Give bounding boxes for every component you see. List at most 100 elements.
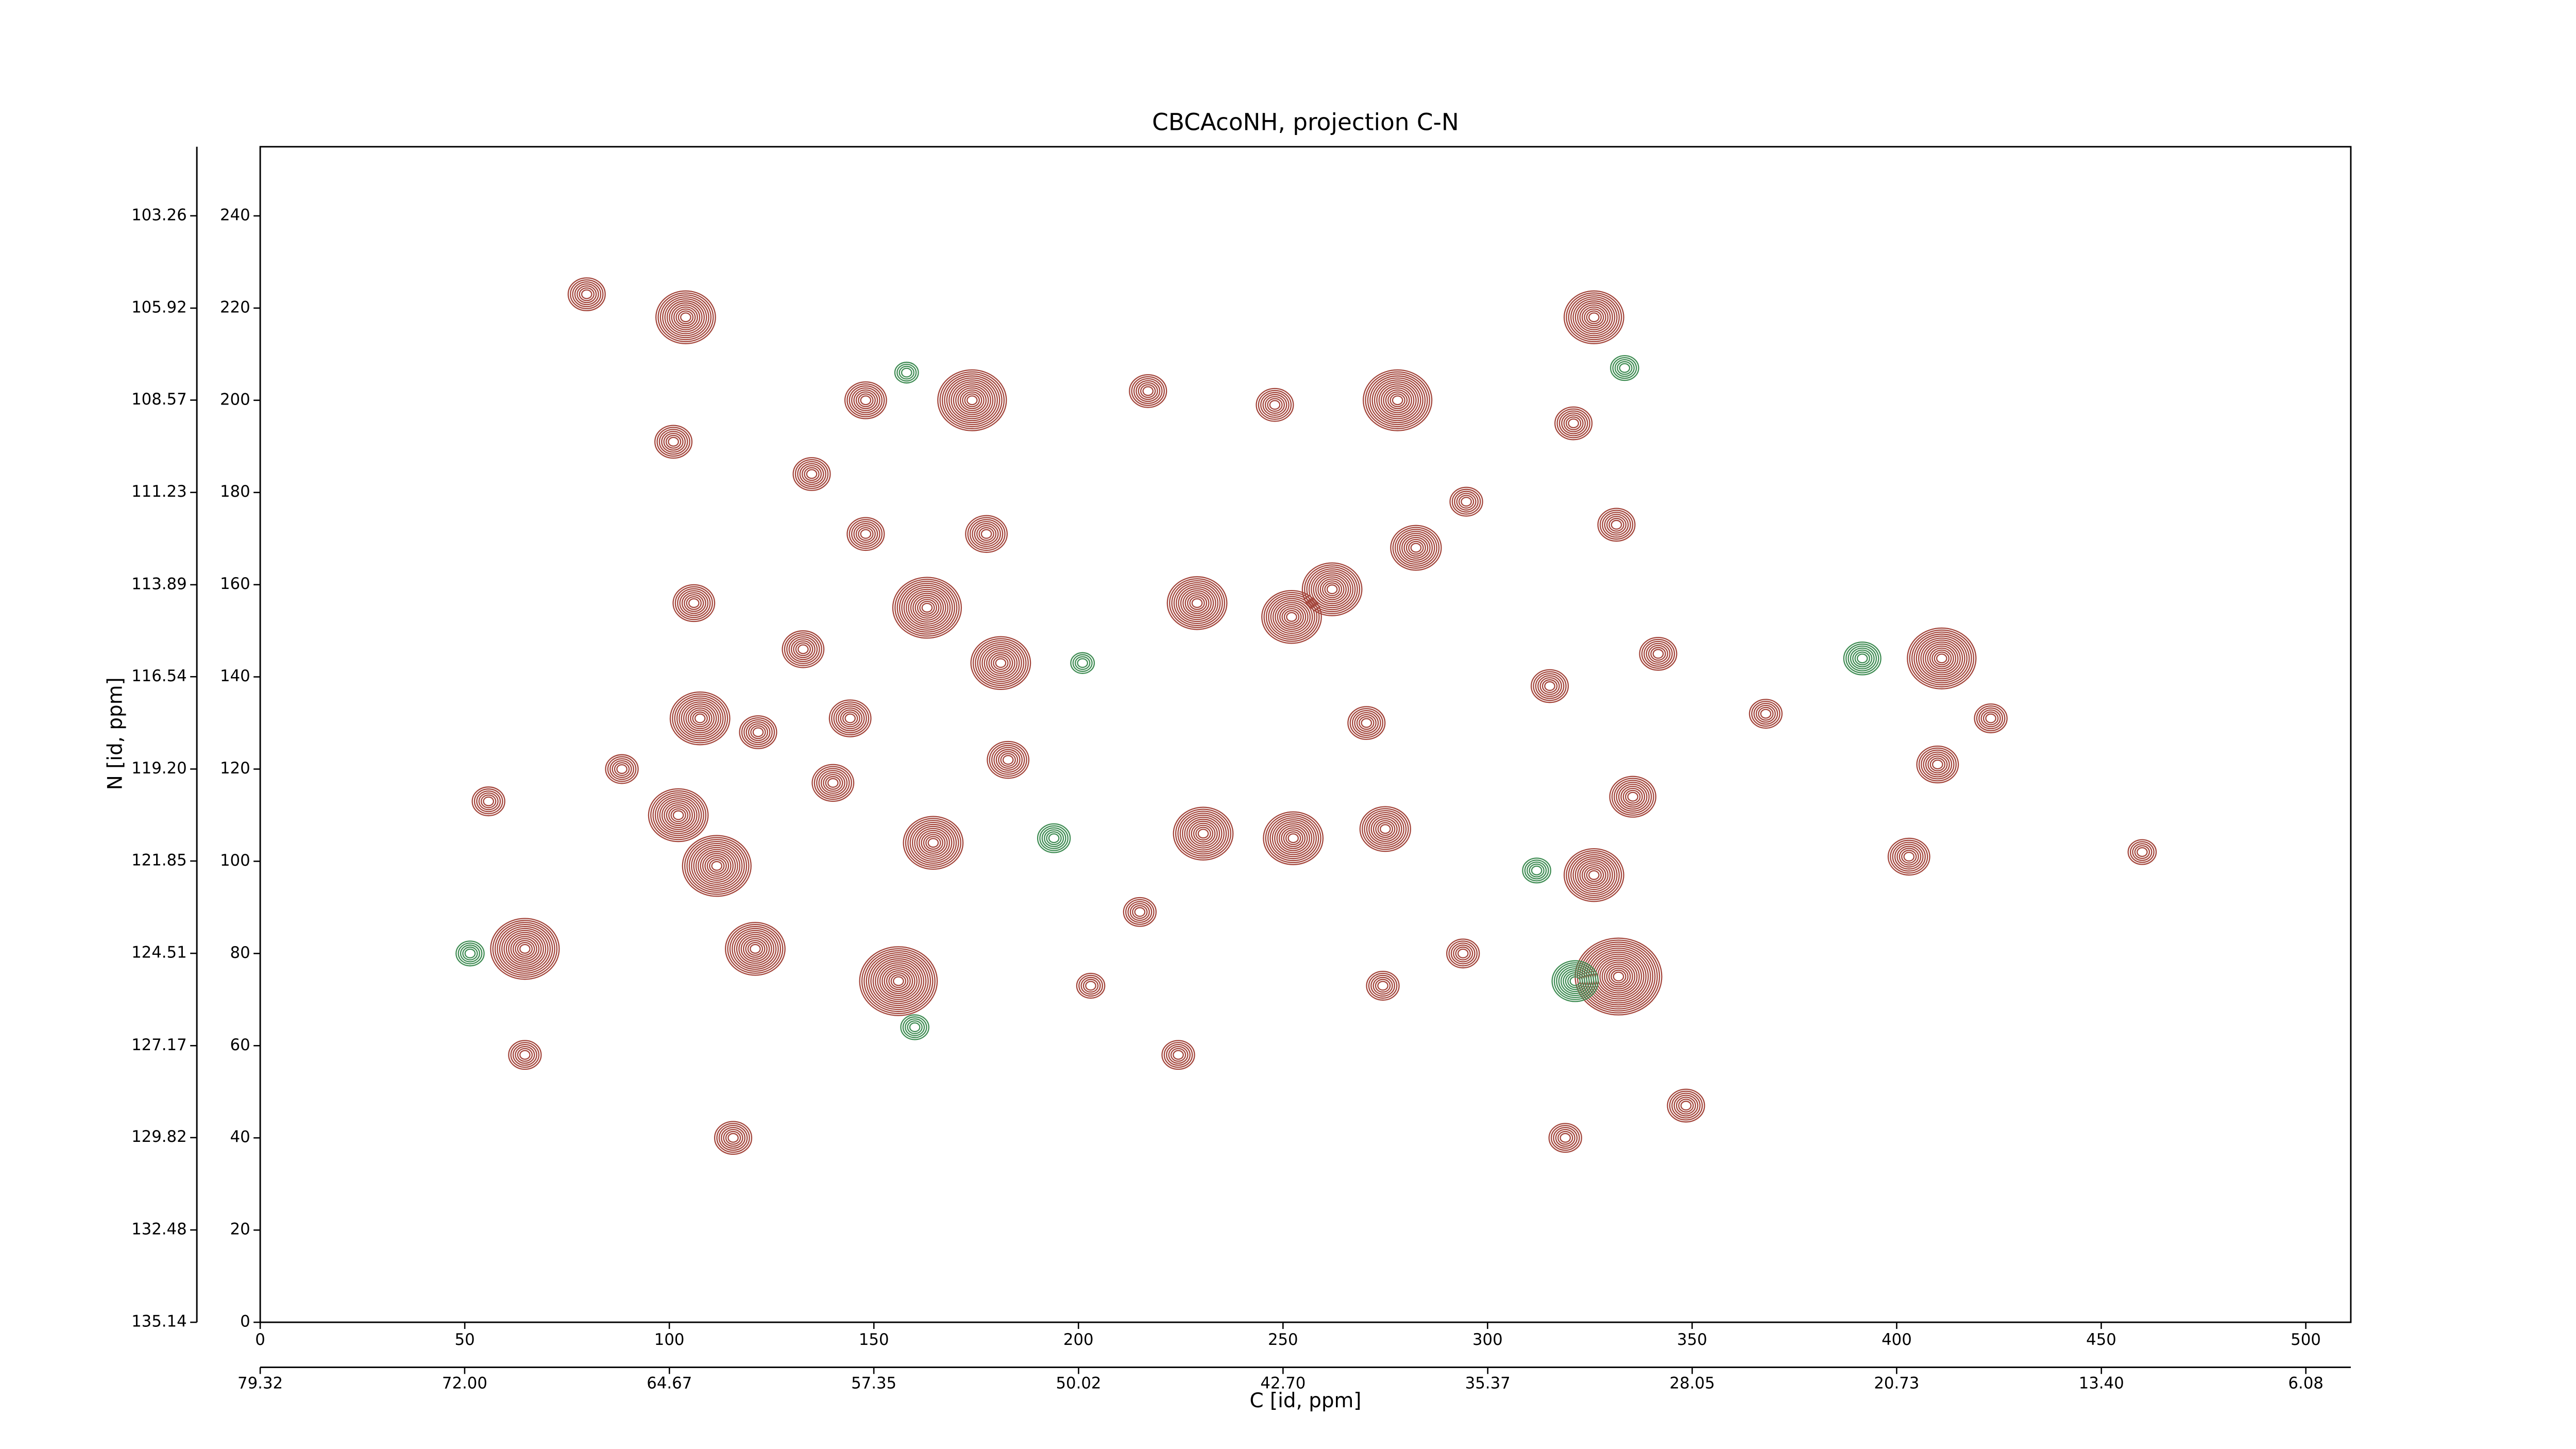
- contour-ring: [1978, 707, 2004, 730]
- contour-ring: [669, 691, 731, 746]
- contour-ring: [797, 461, 826, 487]
- contour-ring: [914, 597, 940, 619]
- contour-ring: [1648, 645, 1669, 663]
- contour-ring: [1588, 312, 1600, 323]
- contour-ring: [849, 519, 883, 549]
- x-tick-label: 400: [1882, 1330, 1912, 1349]
- y2-tick-label: 135.14: [131, 1312, 187, 1331]
- contour-ring: [1392, 527, 1440, 569]
- contour-ring: [975, 640, 1027, 686]
- contour-ring: [1261, 590, 1322, 644]
- contour-ring: [1461, 497, 1472, 507]
- contour-ring: [741, 717, 775, 747]
- contour-ring: [1365, 371, 1430, 429]
- contour-ring: [1182, 815, 1225, 853]
- contour-ring: [683, 703, 717, 734]
- contour-ring: [1074, 656, 1091, 670]
- contour-ring: [682, 835, 752, 897]
- contour-ring: [823, 774, 843, 792]
- contour-ring: [1182, 590, 1212, 616]
- contour-ring: [1263, 592, 1320, 642]
- contour-ring: [835, 705, 865, 732]
- contour-ring: [666, 300, 705, 334]
- contour-ring: [752, 727, 764, 737]
- contour-ring: [937, 369, 1007, 431]
- contour-ring: [1317, 576, 1347, 602]
- contour-ring: [1625, 789, 1641, 804]
- x-tick-label: 450: [2086, 1330, 2116, 1349]
- contour-ring: [490, 918, 560, 980]
- contour-ring: [1173, 1050, 1184, 1060]
- contour-ring: [1643, 641, 1673, 667]
- contour-ring: [503, 930, 547, 968]
- contour-ring: [875, 960, 922, 1002]
- contour-ring: [1368, 972, 1398, 999]
- contour-ring: [1166, 576, 1228, 630]
- contour-ring: [1260, 392, 1290, 418]
- y2-tick-label: 121.85: [131, 851, 187, 869]
- contour-ring: [1566, 850, 1622, 900]
- contour-ring: [979, 644, 1022, 682]
- contour-ring: [1277, 604, 1307, 630]
- contour-ring: [1850, 647, 1875, 669]
- contour-ring: [792, 457, 831, 491]
- contour-ring: [1378, 383, 1417, 417]
- contour-ring: [1641, 638, 1675, 669]
- contour-ring: [888, 972, 909, 990]
- y-tick-label: 20: [230, 1220, 250, 1239]
- y-tick-label: 220: [220, 298, 250, 316]
- y-tick-label: 60: [230, 1036, 250, 1054]
- contour-ring: [1372, 976, 1393, 995]
- contour-ring: [1070, 652, 1095, 674]
- contour-ring: [1751, 701, 1781, 727]
- contour-ring: [729, 925, 782, 972]
- contour-ring: [1616, 782, 1650, 812]
- contour-ring: [786, 634, 820, 664]
- contour-ring: [1072, 654, 1093, 672]
- contour-ring: [727, 924, 784, 974]
- contour-ring: [661, 431, 686, 453]
- contour-ring: [1584, 308, 1604, 327]
- contour-ring: [1556, 964, 1595, 998]
- y2-tick-label: 132.48: [131, 1220, 187, 1238]
- contour-ring: [462, 946, 478, 961]
- contour-ring: [946, 377, 998, 424]
- y-tick-label: 200: [220, 390, 250, 409]
- contour-ring: [1577, 939, 1660, 1014]
- contour-ring: [1618, 784, 1648, 810]
- contour-ring: [853, 523, 878, 545]
- contour-ring: [1934, 651, 1950, 666]
- contour-ring: [654, 794, 702, 836]
- contour-ring: [1080, 976, 1101, 995]
- contour-ring: [1380, 385, 1415, 415]
- contour-ring: [1267, 398, 1283, 412]
- contour-ring: [1931, 649, 1952, 668]
- contour-ring: [1077, 658, 1089, 668]
- contour-ring: [1450, 942, 1476, 965]
- contour-ring: [788, 636, 818, 662]
- y-tick-label: 240: [220, 206, 250, 224]
- contour-ring: [698, 849, 736, 883]
- contour-ring: [1272, 600, 1311, 634]
- contour-ring: [890, 974, 907, 988]
- contour-ring: [901, 367, 912, 378]
- contour-ring: [1377, 822, 1394, 836]
- contour-ring: [870, 956, 927, 1006]
- contour-ring: [690, 709, 710, 728]
- contour-ring: [512, 938, 537, 960]
- contour-ring: [1565, 416, 1582, 430]
- contour-ring: [804, 467, 820, 481]
- contour-ring: [909, 822, 957, 864]
- contour-ring: [1553, 962, 1597, 1000]
- contour-ring: [1843, 641, 1882, 676]
- contour-ring: [688, 841, 745, 891]
- contour-ring: [1041, 827, 1066, 849]
- contour-ring: [1370, 816, 1400, 842]
- contour-ring: [680, 312, 691, 323]
- contour-ring: [1588, 870, 1600, 880]
- contour-ring: [1586, 868, 1602, 882]
- contour-ring: [953, 383, 991, 417]
- contour-ring: [1976, 705, 2006, 732]
- contour-ring: [1678, 1099, 1694, 1113]
- contour-ring: [1123, 897, 1157, 927]
